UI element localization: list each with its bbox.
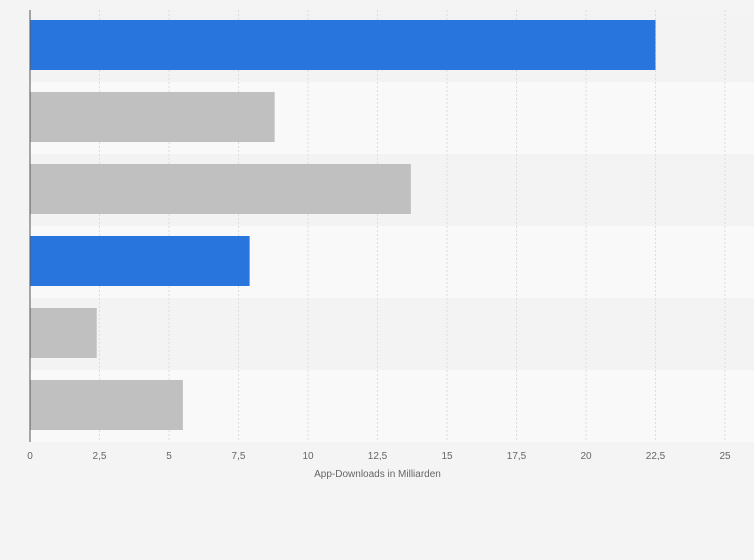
gridlines: [99, 10, 726, 442]
bar[interactable]: [30, 380, 183, 430]
x-tick-label: 2,5: [93, 451, 107, 462]
x-tick-label: 17,5: [507, 451, 527, 462]
row-band: [30, 298, 754, 370]
x-tick-label: 15: [441, 451, 453, 462]
row-bands: [30, 10, 754, 442]
x-tick-label: 7,5: [232, 451, 246, 462]
x-tick-label: 12,5: [368, 451, 388, 462]
x-tick-label: 20: [580, 451, 592, 462]
x-tick-label: 10: [302, 451, 314, 462]
bar[interactable]: [30, 20, 656, 70]
bars: [30, 20, 656, 430]
bar[interactable]: [30, 92, 275, 142]
x-tick-label: 5: [166, 451, 172, 462]
x-axis-title: App-Downloads in Milliarden: [314, 469, 441, 480]
x-tick-label: 22,5: [646, 451, 666, 462]
x-axis-tick-labels: 0 2,5 5 7,5 10 12,5 15 17,5 20 22,5 25: [27, 451, 731, 462]
bar[interactable]: [30, 164, 411, 214]
x-tick-label: 25: [719, 451, 731, 462]
bar[interactable]: [30, 236, 250, 286]
bar[interactable]: [30, 308, 97, 358]
x-tick-label: 0: [27, 451, 33, 462]
